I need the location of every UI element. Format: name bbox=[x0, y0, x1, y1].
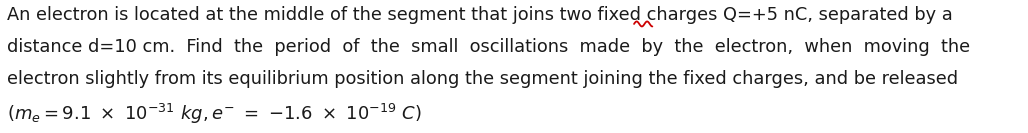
Text: electron slightly from its equilibrium position along the segment joining the fi: electron slightly from its equilibrium p… bbox=[6, 70, 958, 88]
Text: An electron is located at the middle of the segment that joins two fixed charges: An electron is located at the middle of … bbox=[6, 6, 952, 24]
Text: distance d=10 cm.  Find  the  period  of  the  small  oscillations  made  by  th: distance d=10 cm. Find the period of the… bbox=[6, 38, 969, 56]
Text: $(m_e = 9.1\ \times\ 10^{-31}\ \mathit{kg},e^{-}\ =\ {-1.6}\ \times\ 10^{-19}\ \: $(m_e = 9.1\ \times\ 10^{-31}\ \mathit{k… bbox=[6, 102, 421, 126]
